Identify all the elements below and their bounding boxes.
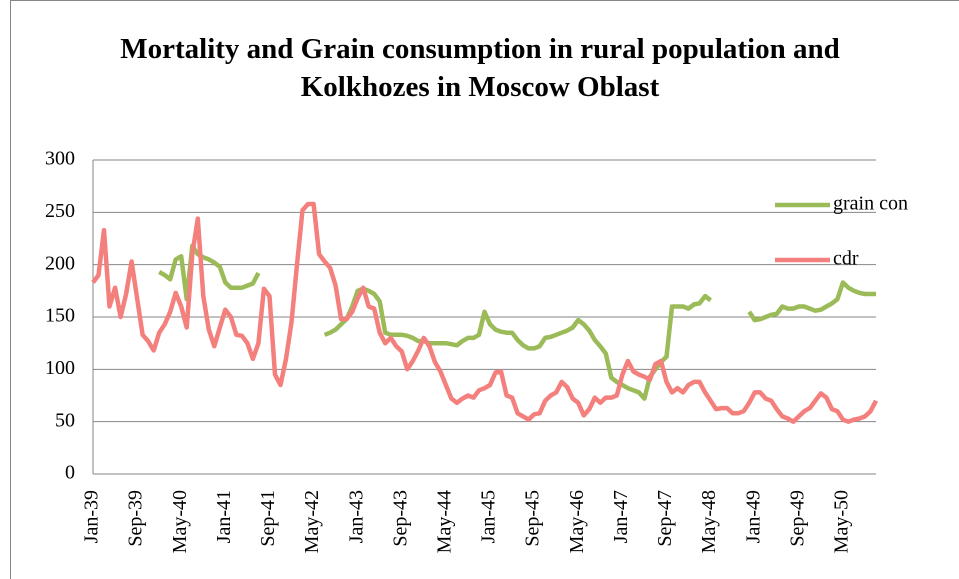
x-tick-label: Sep-41 bbox=[257, 490, 279, 547]
x-tick-label: Jan-45 bbox=[478, 490, 500, 543]
x-tick-label: Sep-49 bbox=[786, 490, 808, 547]
x-tick-label: May-46 bbox=[566, 490, 588, 553]
legend-label: grain con bbox=[833, 193, 908, 215]
x-tick-label: Sep-45 bbox=[522, 490, 544, 547]
x-tick-label: Sep-39 bbox=[125, 490, 147, 547]
x-tick-label: Jan-39 bbox=[81, 490, 103, 543]
x-tick-label: May-40 bbox=[169, 490, 191, 553]
x-tick-label: May-42 bbox=[301, 490, 323, 553]
y-tick-label: 0 bbox=[65, 462, 75, 484]
legend-label: cdr bbox=[833, 248, 859, 270]
series-line bbox=[158, 243, 876, 401]
x-tick-label: May-48 bbox=[698, 490, 720, 553]
y-tick-label: 200 bbox=[45, 252, 75, 274]
series-line bbox=[91, 201, 878, 424]
x-tick-label: Jan-43 bbox=[345, 490, 367, 543]
chart-frame bbox=[10, 0, 959, 579]
y-tick-label: 100 bbox=[45, 357, 75, 379]
x-tick-label: Sep-43 bbox=[389, 490, 411, 547]
x-tick-label: May-50 bbox=[831, 490, 853, 553]
y-tick-label: 150 bbox=[45, 305, 75, 327]
chart-title: Mortality and Grain consumption in rural… bbox=[120, 33, 840, 103]
y-tick-label: 300 bbox=[45, 148, 75, 170]
x-tick-label: Jan-47 bbox=[610, 490, 632, 543]
x-tick-label: Sep-47 bbox=[654, 490, 676, 547]
y-tick-label: 250 bbox=[45, 200, 75, 222]
x-tick-label: Jan-49 bbox=[742, 490, 764, 543]
x-tick-label: Jan-41 bbox=[213, 490, 235, 543]
y-tick-label: 50 bbox=[55, 409, 75, 431]
x-tick-label: May-44 bbox=[433, 490, 455, 553]
